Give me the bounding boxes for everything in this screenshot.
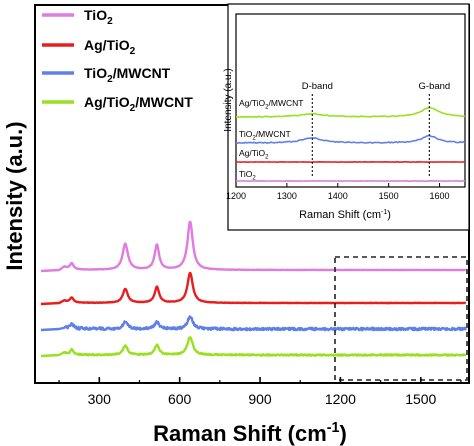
legend-item: TiO2/MWCNT bbox=[42, 65, 171, 85]
x-tick-label-1500: 1500 bbox=[405, 391, 436, 407]
inset-series-label: TiO2/MWCNT bbox=[239, 129, 291, 142]
inset-series-label: Ag/TiO2 bbox=[239, 148, 269, 161]
legend-item: Ag/TiO2/MWCNT bbox=[42, 94, 193, 114]
inset-x-tick-label: 1400 bbox=[328, 191, 348, 201]
series-line-tio2-mwcnt bbox=[40, 315, 467, 332]
annotation-label: G-band bbox=[419, 81, 451, 92]
legend-label: Ag/TiO2/MWCNT bbox=[84, 94, 193, 114]
x-tick-label-1200: 1200 bbox=[325, 391, 356, 407]
x-tick-label-300: 300 bbox=[88, 391, 112, 407]
inset-series-label: TiO2 bbox=[239, 169, 256, 182]
inset-series-line bbox=[235, 134, 466, 145]
legend-item: Ag/TiO2 bbox=[42, 37, 136, 57]
inset-x-axis-title: Raman Shift (cm-1) bbox=[299, 209, 391, 221]
x-tick-label-600: 600 bbox=[168, 391, 192, 407]
legend-label: Ag/TiO2 bbox=[84, 37, 136, 57]
legend-item: TiO2 bbox=[42, 7, 113, 27]
legend-label: TiO2 bbox=[84, 7, 113, 27]
x-axis-title: Raman Shift (cm-1) bbox=[153, 420, 347, 446]
inset-x-tick-label: 1500 bbox=[379, 191, 399, 201]
inset-plot-frame bbox=[235, 13, 466, 188]
legend-label: TiO2/MWCNT bbox=[84, 65, 171, 85]
x-tick-label-900: 900 bbox=[248, 391, 272, 407]
inset-x-tick-label: 1300 bbox=[277, 191, 297, 201]
inset-series-label: Ag/TiO2/MWCNT bbox=[239, 98, 303, 111]
series-line-ag-tio2-mwcnt bbox=[40, 336, 467, 358]
inset-series-line bbox=[235, 106, 466, 119]
series-line-ag-tio2 bbox=[40, 271, 467, 306]
inset-y-axis-title: Intensity (a.u.) bbox=[223, 68, 234, 131]
series-line-tio2 bbox=[40, 220, 467, 273]
zoom-region-box bbox=[334, 256, 468, 381]
inset-x-tick-label: 1600 bbox=[430, 191, 450, 201]
annotation-label: D-band bbox=[302, 81, 333, 92]
inset-x-tick-label: 1200 bbox=[226, 191, 246, 201]
y-axis-title: Intensity (a.u.) bbox=[2, 121, 27, 270]
